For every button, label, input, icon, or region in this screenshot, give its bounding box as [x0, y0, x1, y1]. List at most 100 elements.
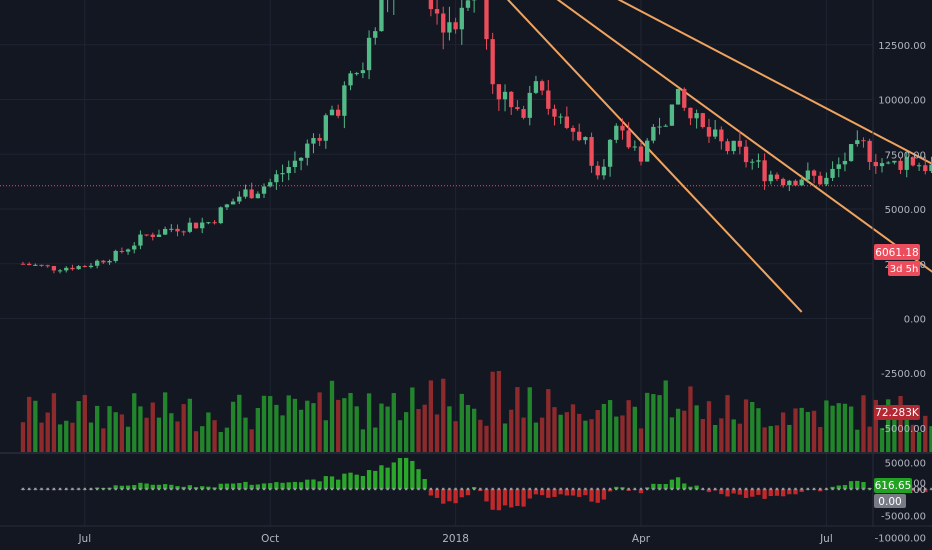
- volume-bar: [638, 428, 644, 452]
- oscillator-bar: [669, 479, 675, 489]
- candle-body: [904, 157, 909, 170]
- candle-body: [892, 160, 897, 163]
- volume-bar: [33, 400, 38, 452]
- candle-body: [150, 234, 155, 237]
- oscillator-signal-dot: [423, 487, 426, 491]
- oscillator-signal-dot: [299, 487, 303, 491]
- volume-bar: [51, 393, 57, 452]
- volume-bar: [447, 406, 452, 452]
- trendline[interactable]: [400, 0, 932, 345]
- volume-bar: [793, 408, 798, 452]
- oscillator-signal-dot: [21, 487, 25, 491]
- oscillator-bar: [799, 489, 804, 492]
- candle-body: [268, 182, 273, 187]
- candle-body: [101, 260, 106, 263]
- oscillator-signal-dot: [182, 487, 185, 491]
- volume-bar: [218, 431, 223, 452]
- volume-bar: [496, 370, 502, 452]
- oscillator-bar: [224, 483, 230, 489]
- oscillator-signal-dot: [497, 487, 501, 491]
- candle-body: [910, 157, 916, 166]
- oscillator-bar: [150, 484, 155, 489]
- oscillator-signal-dot: [683, 487, 686, 491]
- candle-body: [428, 0, 434, 10]
- price-tick-label: 12500.00: [878, 41, 926, 52]
- volume-bar: [607, 400, 613, 452]
- candle-body: [712, 129, 718, 137]
- candle-body: [224, 204, 230, 208]
- volume-bar: [923, 415, 928, 452]
- candle-body: [434, 9, 440, 14]
- volume-bar: [88, 422, 94, 452]
- candle-body: [818, 175, 823, 185]
- oscillator-signal-dot: [65, 487, 68, 491]
- volume-bar: [904, 417, 909, 452]
- volume-bar: [274, 404, 279, 452]
- oscillator-bar: [132, 485, 137, 489]
- volume-bar: [848, 406, 854, 452]
- candle-body: [595, 165, 600, 176]
- oscillator-bar: [218, 483, 223, 489]
- oscillator-bar: [589, 489, 594, 502]
- candle-body: [706, 127, 712, 137]
- oscillator-bar: [416, 469, 421, 489]
- candle-body: [570, 127, 576, 132]
- trendline[interactable]: [400, 0, 803, 313]
- candle-body: [218, 207, 223, 224]
- oscillator-signal-dot: [819, 487, 822, 491]
- oscillator-signal-dot: [608, 487, 612, 491]
- candle-body: [138, 234, 143, 246]
- oscillator-bar: [434, 489, 440, 498]
- candle-body: [20, 263, 26, 265]
- oscillator-bar: [595, 489, 600, 503]
- volume-bar: [768, 426, 773, 452]
- oscillator-bar: [750, 489, 755, 497]
- oscillator-bar: [144, 483, 149, 489]
- candle-body: [533, 81, 539, 93]
- candle-body: [162, 228, 168, 235]
- oscillator-signal-dot: [472, 487, 476, 491]
- oscillator-signal-dot: [336, 487, 340, 491]
- oscillator-bar: [385, 467, 390, 489]
- oscillator-signal-dot: [485, 487, 488, 491]
- oscillator-signal-dot: [454, 487, 457, 491]
- oscillator-bar: [447, 489, 452, 502]
- oscillator-signal-dot: [843, 487, 847, 491]
- candle-body: [811, 170, 817, 176]
- oscillator-bar: [663, 484, 668, 489]
- time-tick-label: Oct: [261, 533, 279, 545]
- oscillator-signal-dot: [658, 487, 661, 491]
- oscillator-signal-dot: [639, 487, 643, 491]
- oscillator-signal-dot: [645, 487, 649, 491]
- oscillator-signal-dot: [726, 487, 729, 491]
- candle-body: [459, 7, 464, 30]
- oscillator-bar: [780, 489, 786, 497]
- volume-bar: [410, 387, 415, 452]
- oscillator-bar: [138, 482, 143, 489]
- oscillator-signal-dot: [367, 487, 371, 491]
- volume-bar: [119, 414, 125, 452]
- volume-bar: [756, 408, 761, 452]
- oscillator-signal-dot: [40, 487, 43, 491]
- volume-bar: [601, 403, 607, 452]
- oscillator-signal-dot: [34, 487, 37, 491]
- oscillator-bar: [490, 489, 495, 510]
- time-axis[interactable]: JulOct2018AprJulOct2019MayAug2020AprJulO…: [77, 533, 932, 545]
- candle-body: [539, 81, 545, 91]
- oscillator-bar: [317, 481, 322, 489]
- candle-body: [27, 263, 32, 266]
- volume-bar: [688, 386, 693, 452]
- candle-body: [725, 141, 730, 152]
- oscillator-signal-dot: [374, 487, 377, 491]
- oscillator-signal-dot: [621, 487, 624, 491]
- volume-bar: [731, 419, 736, 452]
- oscillator-bar: [261, 483, 267, 489]
- oscillator-bar: [706, 489, 712, 493]
- volume-bar: [453, 421, 458, 452]
- oscillator-signal-dot: [71, 487, 74, 491]
- volume-bar: [527, 387, 532, 452]
- volume-bar: [280, 415, 285, 452]
- candle-body: [113, 250, 118, 262]
- oscillator-signal-dot: [157, 487, 161, 491]
